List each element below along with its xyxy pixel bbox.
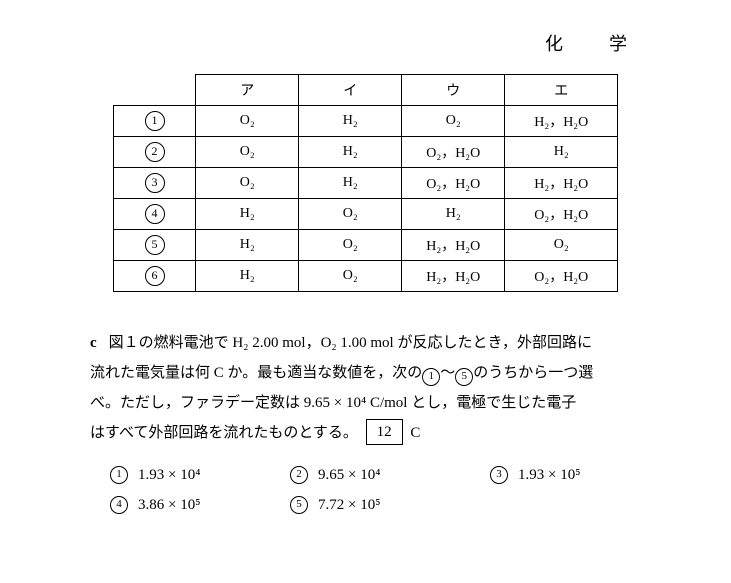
option-number: 3 <box>490 466 508 484</box>
question-text: べ。ただし，ファラデー定数は 9.65 × 10⁴ C/mol とし，電極で生じ… <box>90 395 576 411</box>
cell: O₂，H₂O <box>505 261 618 292</box>
row-number: 6 <box>145 266 165 286</box>
option-value: 9.65 × 10⁴ <box>318 467 380 484</box>
subject-title: 化 学 <box>50 30 681 56</box>
answer-table: ア イ ウ エ 1 O₂ H₂ O₂ H₂，H₂O 2 O₂ H₂ O₂，H₂O… <box>113 74 619 292</box>
option: 1 1.93 × 10⁴ <box>110 466 290 484</box>
row-number: 5 <box>145 235 165 255</box>
cell: H₂ <box>196 199 299 230</box>
cell: O₂，H₂O <box>402 168 505 199</box>
table-row: 6 H₂ O₂ H₂，H₂O O₂，H₂O <box>113 261 618 292</box>
question-label: c <box>90 335 97 351</box>
cell: O₂ <box>196 106 299 137</box>
cell: H₂ <box>402 199 505 230</box>
cell: O₂ <box>196 137 299 168</box>
header-e: エ <box>505 75 618 106</box>
row-number: 1 <box>145 111 165 131</box>
cell: H₂ <box>299 168 402 199</box>
cell: H₂ <box>196 261 299 292</box>
question-text: のうちから一つ選 <box>473 365 593 381</box>
table-row: 4 H₂ O₂ H₂ O₂，H₂O <box>113 199 618 230</box>
cell: O₂ <box>299 261 402 292</box>
option-number: 5 <box>290 496 308 514</box>
option-value: 7.72 × 10⁵ <box>318 497 380 514</box>
option-value: 1.93 × 10⁴ <box>138 467 200 484</box>
row-number: 4 <box>145 204 165 224</box>
row-number: 2 <box>145 142 165 162</box>
table-row: 1 O₂ H₂ O₂ H₂，H₂O <box>113 106 618 137</box>
cell: H₂ <box>196 230 299 261</box>
cell: H₂ <box>505 137 618 168</box>
cell: H₂，H₂O <box>505 106 618 137</box>
table-row: 5 H₂ O₂ H₂，H₂O O₂ <box>113 230 618 261</box>
cell: O₂ <box>299 199 402 230</box>
tilde: 〜 <box>440 365 455 381</box>
option-value: 3.86 × 10⁵ <box>138 497 200 514</box>
answer-blank-box: 12 <box>366 419 403 445</box>
question-c: c 図１の燃料電池で H₂ 2.00 mol，O₂ 1.00 mol が反応したと… <box>90 328 641 448</box>
header-a: ア <box>196 75 299 106</box>
cell: H₂，H₂O <box>402 230 505 261</box>
option: 4 3.86 × 10⁵ <box>110 496 290 514</box>
cell: H₂ <box>299 137 402 168</box>
option: 3 1.93 × 10⁵ <box>490 466 670 484</box>
option: 5 7.72 × 10⁵ <box>290 496 490 514</box>
cell: O₂ <box>505 230 618 261</box>
cell: H₂ <box>299 106 402 137</box>
question-text: 図１の燃料電池で H₂ 2.00 mol，O₂ 1.00 mol が反応したとき… <box>109 335 592 351</box>
option-ref-to: 5 <box>455 368 473 386</box>
header-i: イ <box>299 75 402 106</box>
cell: H₂，H₂O <box>505 168 618 199</box>
question-text: はすべて外部回路を流れたものとする。 <box>90 425 358 441</box>
unit-label: C <box>410 425 420 441</box>
cell: O₂，H₂O <box>505 199 618 230</box>
cell: O₂ <box>299 230 402 261</box>
option-number: 1 <box>110 466 128 484</box>
option-ref-from: 1 <box>422 368 440 386</box>
header-u: ウ <box>402 75 505 106</box>
option-number: 4 <box>110 496 128 514</box>
table-row: 3 O₂ H₂ O₂，H₂O H₂，H₂O <box>113 168 618 199</box>
option-number: 2 <box>290 466 308 484</box>
question-text: 流れた電気量は何 C か。最も適当な数値を，次の <box>90 365 422 381</box>
cell: O₂ <box>402 106 505 137</box>
table-row: 2 O₂ H₂ O₂，H₂O H₂ <box>113 137 618 168</box>
option-value: 1.93 × 10⁵ <box>518 467 580 484</box>
row-number: 3 <box>145 173 165 193</box>
cell: H₂，H₂O <box>402 261 505 292</box>
cell: O₂，H₂O <box>402 137 505 168</box>
options-grid: 1 1.93 × 10⁴ 2 9.65 × 10⁴ 3 1.93 × 10⁵ 4 3.8… <box>110 466 681 514</box>
cell: O₂ <box>196 168 299 199</box>
option: 2 9.65 × 10⁴ <box>290 466 490 484</box>
header-blank <box>113 75 196 106</box>
